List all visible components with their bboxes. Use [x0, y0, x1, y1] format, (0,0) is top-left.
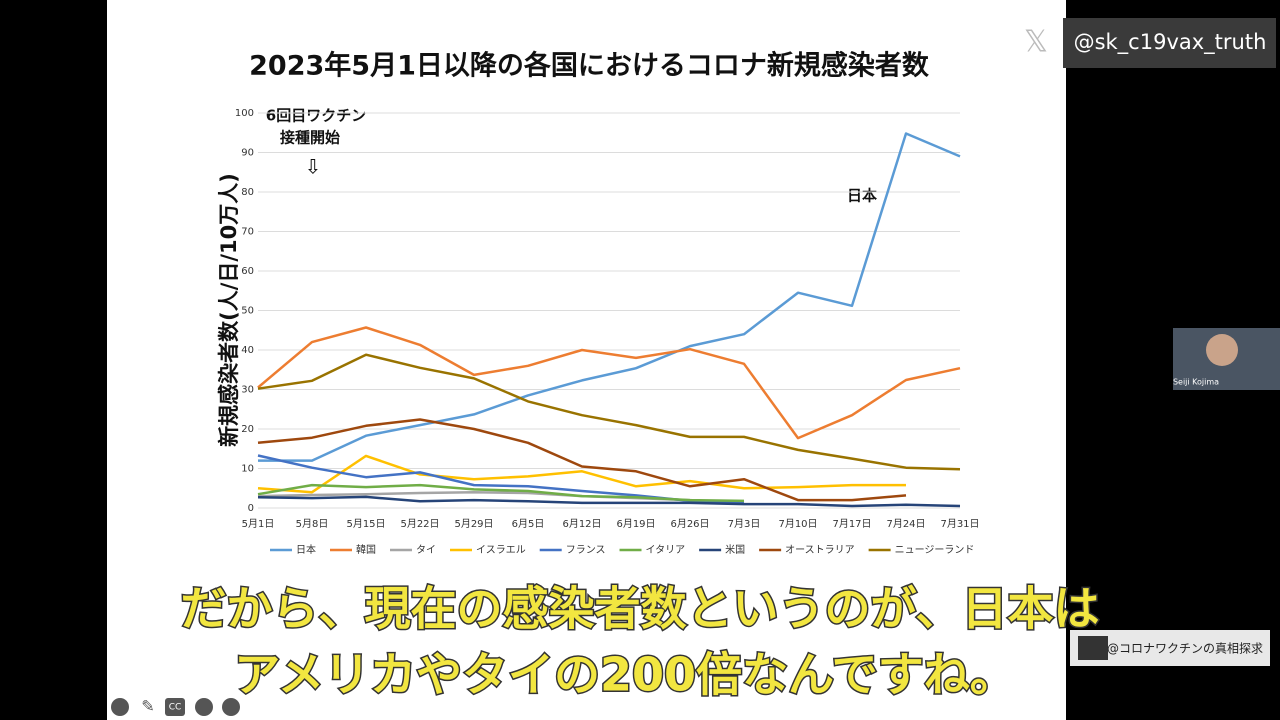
x-logo: 𝕏 [1024, 25, 1048, 60]
x-tick-label: 6月19日 [616, 518, 655, 530]
prev-button[interactable] [111, 698, 129, 716]
x-tick-label: 7月24日 [886, 518, 925, 530]
annotation: 6回目ワクチン [266, 107, 366, 125]
x-tick-label: 7月3日 [728, 518, 761, 530]
cc-button[interactable] [165, 698, 185, 716]
subtitle: アメリカやタイの200倍なんですね。 [234, 648, 1015, 702]
x-tick-label: 5月15日 [346, 518, 385, 530]
x-tick-label: 6月5日 [512, 518, 545, 530]
more-button[interactable] [195, 698, 213, 716]
legend-label: 日本 [296, 543, 316, 556]
series-line [257, 418, 907, 502]
chart-title: 2023年5月1日以降の各国におけるコロナ新規感染者数 [249, 50, 930, 82]
legend-label: フランス [566, 544, 606, 556]
slide [107, 0, 1066, 720]
x-tick-label: 7月17日 [832, 518, 871, 530]
handle-box [1063, 18, 1276, 68]
series-line [257, 483, 745, 503]
x-tick-label: 7月31日 [940, 518, 979, 530]
x-tick-label: 6月26日 [670, 518, 709, 530]
channel-label: @コロナワクチンの真相探求 [1107, 642, 1263, 656]
series-line [257, 495, 961, 508]
pen-button[interactable]: ✎ [141, 697, 154, 716]
y-tick-label: 60 [241, 266, 254, 277]
series-line [257, 326, 961, 440]
annotation: 日本 [847, 187, 877, 205]
y-tick-label: 10 [241, 464, 254, 475]
series-line [257, 454, 906, 494]
annotation: 接種開始 [280, 129, 340, 147]
series-line [258, 132, 961, 462]
y-tick-label: 80 [241, 187, 254, 198]
x-tick-label: 5月8日 [296, 518, 329, 530]
legend-label: オーストラリア [785, 544, 855, 556]
y-tick-label: 20 [241, 424, 254, 435]
handle: @sk_c19vax_truth [1074, 30, 1267, 55]
x-tick-label: 5月1日 [242, 518, 275, 530]
series-line [257, 353, 961, 471]
y-tick-label: 40 [241, 345, 254, 356]
x-tick-label: 7月10日 [778, 518, 817, 530]
legend: 日本 韓国 タイ イスラエル フランス イタリア 米国 オーストラリア ニュージーランド [270, 543, 974, 556]
channel-icon [1078, 636, 1108, 660]
x-tick-label: 5月29日 [454, 518, 493, 530]
legend-label: タイ [416, 544, 436, 556]
y-tick-label: 70 [241, 227, 254, 238]
legend-label: 米国 [725, 543, 745, 556]
legend-label: ニュージーランド [895, 544, 975, 556]
next-button[interactable] [222, 698, 240, 716]
annotation-arrow: ⇩ [305, 155, 322, 179]
y-tick-label: 90 [241, 148, 254, 159]
plot: 0 10 20 30 40 50 60 70 80 90 100 5月1日 5月8日 5月15日 5月22日… [235, 108, 980, 530]
legend-label: イタリア [646, 544, 686, 556]
controls: ✎ CC [111, 697, 240, 716]
y-axis-label: 新規感染者数(人/日/10万人) [217, 173, 241, 447]
legend-label: イスラエル [476, 544, 526, 556]
y-tick-label: 0 [248, 503, 254, 514]
subtitle: だから、現在の感染者数というのが、日本は [180, 582, 1099, 636]
webcam-face [1206, 334, 1238, 366]
x-tick-label: 6月12日 [562, 518, 601, 530]
y-tick-label: 100 [235, 108, 254, 119]
legend-label: 韓国 [356, 544, 376, 556]
webcam-name: Seiji Kojima [1173, 378, 1219, 387]
y-tick-label: 30 [241, 385, 254, 396]
y-tick-label: 50 [241, 306, 254, 317]
cc-label: CC [169, 703, 182, 713]
x-tick-label: 5月22日 [400, 518, 439, 530]
